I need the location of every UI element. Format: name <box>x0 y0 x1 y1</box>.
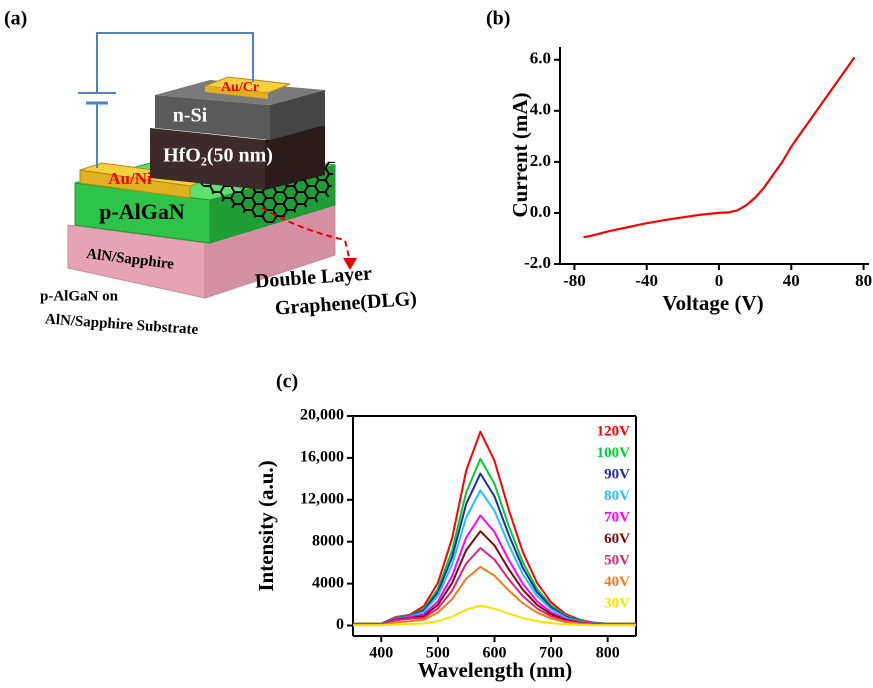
x-tick-label: 800 <box>596 645 620 662</box>
x-tick-label: 40 <box>783 271 800 290</box>
y-tick-label: 0 <box>336 616 344 633</box>
legend-entry: 50V <box>604 552 630 568</box>
y-axis-label: Current (mA) <box>508 92 532 217</box>
line <box>353 474 636 624</box>
y-tick-label: 2.0 <box>530 151 551 170</box>
figure: Au/Cr n-Si HfO₂(50 nm) Au/Ni p-AlGaN AlN… <box>0 0 873 688</box>
line <box>353 432 636 624</box>
x-tick-label: -80 <box>563 271 586 290</box>
x-tick-label: 0 <box>715 271 724 290</box>
y-tick-label: -2.0 <box>524 253 551 272</box>
page: Au/Cr n-Si HfO₂(50 nm) Au/Ni p-AlGaN AlN… <box>0 0 873 688</box>
y-tick-label: 16,000 <box>300 449 344 466</box>
legend-entry: 70V <box>604 509 630 525</box>
legend-entry: 120V <box>597 423 631 439</box>
y-tick-label: 8000 <box>312 532 344 549</box>
x-tick-label: 400 <box>369 645 393 662</box>
y-tick-label: 0.0 <box>530 202 551 221</box>
y-tick-label: 20,000 <box>300 407 344 424</box>
panel-label: (c) <box>276 371 298 393</box>
line <box>353 490 636 624</box>
x-tick-label: -40 <box>635 271 658 290</box>
x-axis-label: Wavelength (nm) <box>418 658 573 682</box>
legend-entry: 80V <box>604 488 630 504</box>
label: Au/Cr <box>221 80 259 95</box>
panel-label: (a) <box>4 8 27 30</box>
legend-entry: 40V <box>604 574 630 590</box>
y-tick-label: 4000 <box>312 574 344 591</box>
label: Graphene(DLG) <box>274 288 417 320</box>
legend-entry: 100V <box>597 445 631 461</box>
line <box>353 531 636 624</box>
y-tick-label: 12,000 <box>300 490 344 507</box>
legend-entry: 30V <box>604 595 630 611</box>
x-axis-label: Voltage (V) <box>662 291 763 315</box>
label: p-AlGaN <box>99 199 185 224</box>
device-schematic: Au/Cr n-Si HfO₂(50 nm) Au/Ni p-AlGaN AlN… <box>4 8 418 339</box>
line <box>584 57 855 237</box>
y-axis-label: Intensity (a.u.) <box>254 460 278 591</box>
legend-entry: 60V <box>604 531 630 547</box>
panel-label: (b) <box>486 8 510 30</box>
y-tick-label: 6.0 <box>530 49 551 68</box>
line <box>353 459 636 624</box>
x-tick-label: 80 <box>855 271 872 290</box>
line <box>353 548 636 625</box>
label: AlN/Sapphire Substrate <box>44 311 199 338</box>
label: HfO₂(50 nm) <box>163 145 273 167</box>
label: p-AlGaN on <box>40 288 119 304</box>
legend-entry: 90V <box>604 466 630 482</box>
label: n-Si <box>173 105 208 127</box>
y-tick-label: 4.0 <box>530 100 551 119</box>
label: Au/Ni <box>108 169 152 188</box>
